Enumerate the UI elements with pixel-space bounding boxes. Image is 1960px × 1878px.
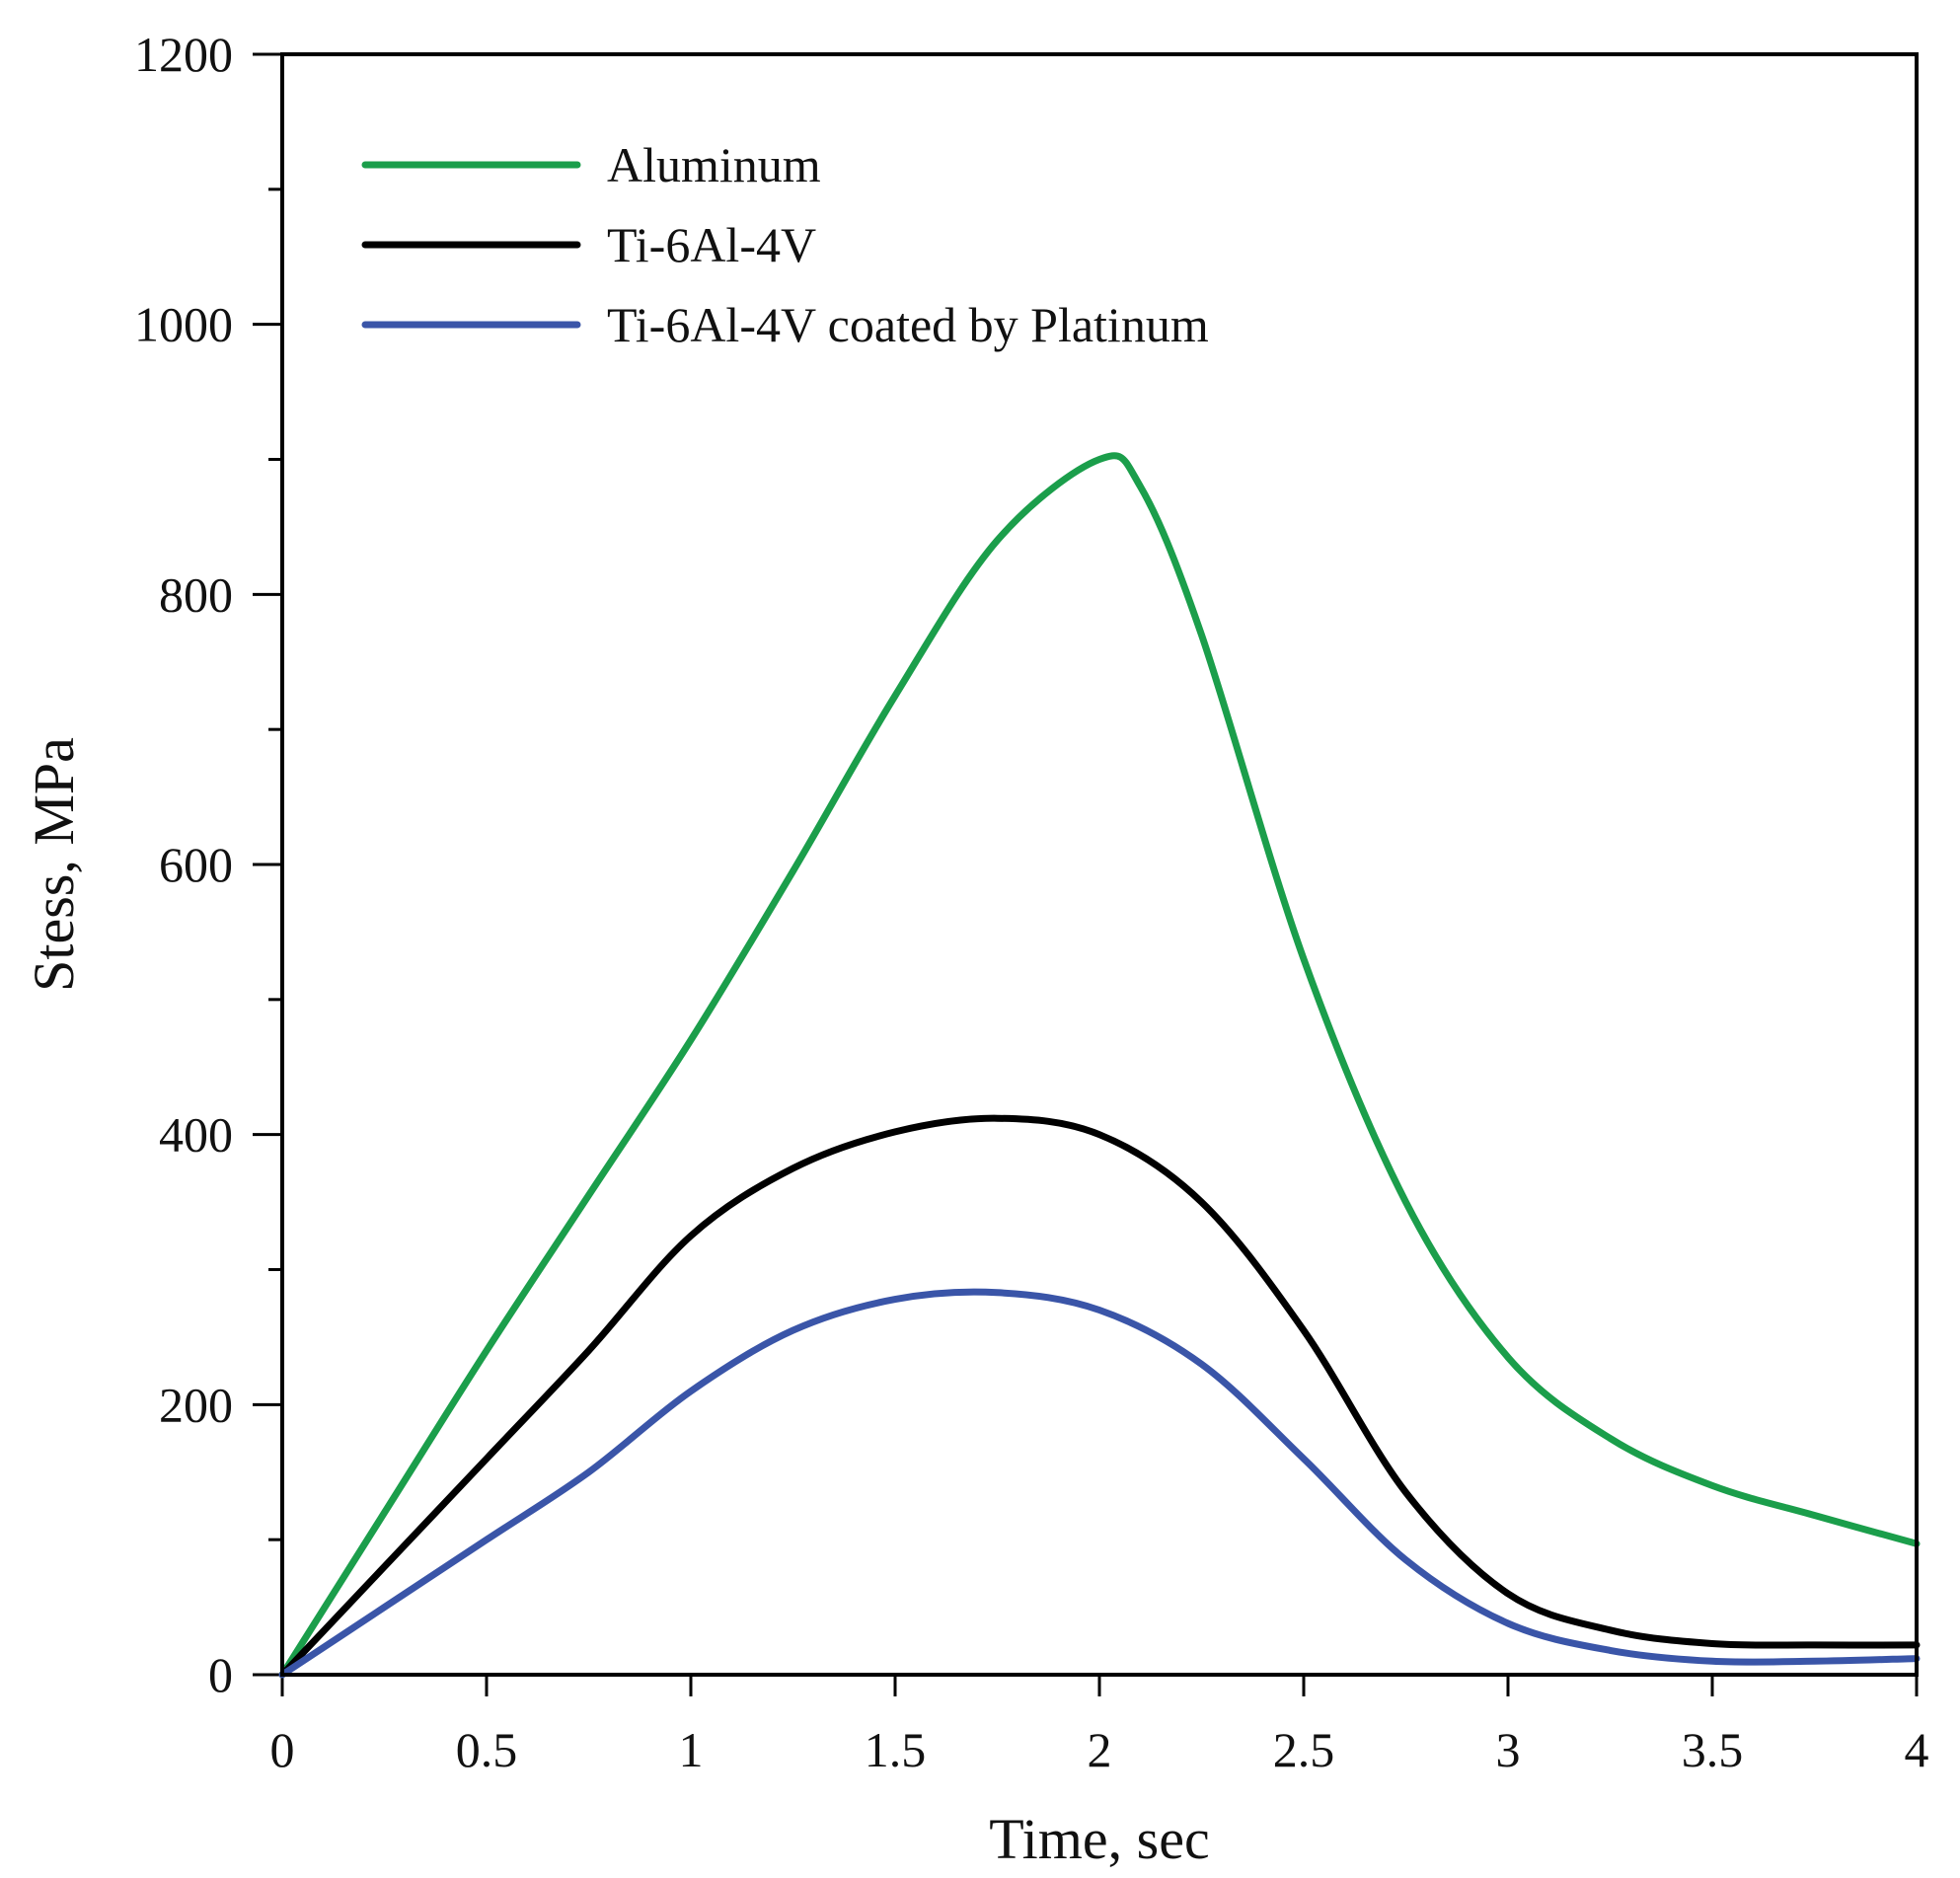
- y-tick-label: 1000: [134, 297, 233, 352]
- y-tick-label: 400: [159, 1107, 233, 1163]
- x-tick-label: 2.5: [1273, 1722, 1335, 1777]
- x-axis-title: Time, sec: [989, 1807, 1209, 1871]
- x-tick-label: 3: [1496, 1722, 1521, 1777]
- y-axis-title: Stess, MPa: [22, 737, 86, 992]
- x-tick-label: 2: [1088, 1722, 1112, 1777]
- y-tick-label: 600: [159, 837, 233, 892]
- legend-item: Ti-6Al-4V coated by Platinum: [361, 297, 1209, 352]
- x-tick-label: 1: [679, 1722, 704, 1777]
- series-line-0: [278, 452, 1921, 1679]
- plot-frame: [280, 52, 1919, 1677]
- legend-label: Aluminum: [607, 137, 821, 192]
- series-line-2: [278, 1288, 1921, 1679]
- x-tick-label: 4: [1905, 1722, 1929, 1777]
- x-tick-label: 3.5: [1682, 1722, 1744, 1777]
- series-lines: [278, 452, 1921, 1679]
- legend-item: Ti-6Al-4V: [361, 217, 816, 272]
- x-tick-label: 0.5: [456, 1722, 518, 1777]
- x-tick-label: 1.5: [865, 1722, 927, 1777]
- series-line-1: [278, 1114, 1921, 1679]
- legend-label: Ti-6Al-4V coated by Platinum: [607, 297, 1209, 352]
- legend: Aluminum Ti-6Al-4V Ti-6Al-4V coated by Pla…: [361, 137, 1209, 352]
- legend-label: Ti-6Al-4V: [607, 217, 816, 272]
- y-tick-label: 200: [159, 1377, 233, 1432]
- legend-item: Aluminum: [361, 137, 821, 192]
- y-tick-label: 800: [159, 566, 233, 622]
- axis-ticks: 0 0.5 1 1.5 2 2.5 3 3.5 4 0 200 400 600 800 1000 1200: [134, 27, 1929, 1777]
- x-tick-label: 0: [270, 1722, 295, 1777]
- y-tick-label: 0: [208, 1647, 233, 1702]
- y-tick-label: 1200: [134, 27, 233, 82]
